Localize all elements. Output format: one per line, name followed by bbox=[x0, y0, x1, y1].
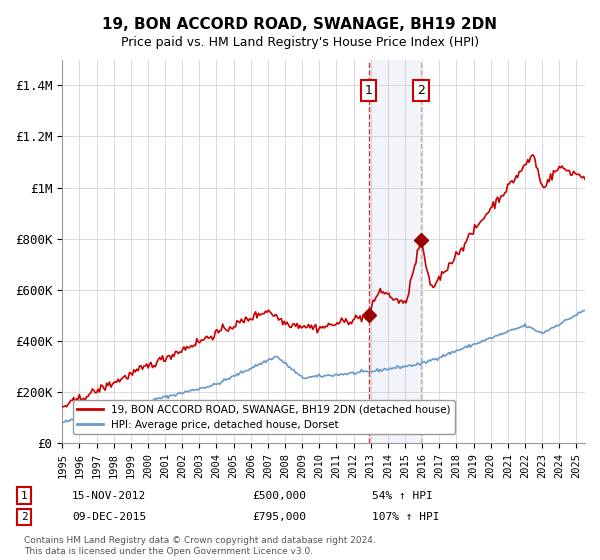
Text: 107% ↑ HPI: 107% ↑ HPI bbox=[372, 512, 439, 522]
Text: 09-DEC-2015: 09-DEC-2015 bbox=[72, 512, 146, 522]
Text: Price paid vs. HM Land Registry's House Price Index (HPI): Price paid vs. HM Land Registry's House … bbox=[121, 36, 479, 49]
Text: £795,000: £795,000 bbox=[252, 512, 306, 522]
Bar bbox=[368, 60, 421, 443]
Text: 15-NOV-2012: 15-NOV-2012 bbox=[72, 491, 146, 501]
Text: 2: 2 bbox=[20, 512, 28, 522]
Text: 19, BON ACCORD ROAD, SWANAGE, BH19 2DN: 19, BON ACCORD ROAD, SWANAGE, BH19 2DN bbox=[103, 17, 497, 32]
Text: 1: 1 bbox=[365, 84, 373, 97]
Text: 1: 1 bbox=[20, 491, 28, 501]
Text: £500,000: £500,000 bbox=[252, 491, 306, 501]
Text: Contains HM Land Registry data © Crown copyright and database right 2024.
This d: Contains HM Land Registry data © Crown c… bbox=[24, 536, 376, 556]
Text: 2: 2 bbox=[417, 84, 425, 97]
Legend: 19, BON ACCORD ROAD, SWANAGE, BH19 2DN (detached house), HPI: Average price, det: 19, BON ACCORD ROAD, SWANAGE, BH19 2DN (… bbox=[73, 400, 455, 434]
Text: 54% ↑ HPI: 54% ↑ HPI bbox=[372, 491, 433, 501]
